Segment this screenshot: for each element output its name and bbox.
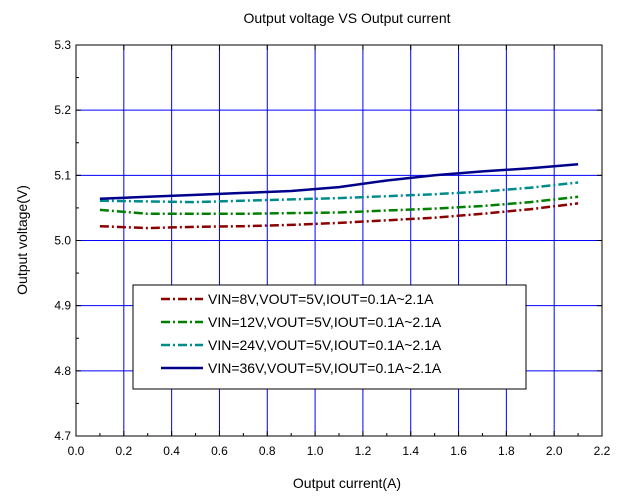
series-line-2 — [99, 195, 579, 216]
legend-label-3: VIN=24V,VOUT=5V,IOUT=0.1A~2.1A — [208, 337, 442, 353]
series-line-4 — [99, 163, 579, 201]
y-tick-label: 5.0 — [54, 234, 71, 248]
y-tick-label: 4.8 — [54, 364, 71, 378]
x-tick-label: 0.4 — [163, 444, 180, 458]
legend: VIN=8V,VOUT=5V,IOUT=0.1A~2.1A VIN=12V,VOU… — [132, 284, 527, 390]
x-tick-label: 1.6 — [450, 444, 467, 458]
x-tick-label: 0.2 — [115, 444, 132, 458]
legend-label-1: VIN=8V,VOUT=5V,IOUT=0.1A~2.1A — [208, 291, 434, 307]
x-tick-label: 0.8 — [259, 444, 276, 458]
y-axis-label: Output voltage(V) — [14, 185, 30, 295]
series-line-3 — [99, 181, 579, 204]
x-axis-label: Output current(A) — [293, 475, 401, 491]
legend-label-4: VIN=36V,VOUT=5V,IOUT=0.1A~2.1A — [208, 360, 442, 376]
x-tick-label: 0.0 — [68, 444, 85, 458]
series-group — [99, 163, 579, 230]
x-tick-label: 1.4 — [402, 444, 419, 458]
y-tick-label: 5.2 — [54, 103, 71, 117]
x-tick-label: 2.2 — [594, 444, 611, 458]
legend-box — [132, 284, 527, 390]
x-tick-label: 1.0 — [307, 444, 324, 458]
x-tick-label: 0.6 — [211, 444, 228, 458]
y-tick-label: 4.7 — [54, 429, 71, 443]
x-tick-label: 1.8 — [498, 444, 515, 458]
series-line-1 — [99, 202, 579, 230]
legend-label-2: VIN=12V,VOUT=5V,IOUT=0.1A~2.1A — [208, 314, 442, 330]
y-tick-label: 5.1 — [54, 168, 71, 182]
chart-title: Output voltage VS Output current — [243, 10, 450, 26]
y-tick-label: 5.3 — [54, 38, 71, 52]
y-tick-label: 4.9 — [54, 299, 71, 313]
ticks: 0.0 0.2 0.4 0.6 0.8 1.0 1.2 1.4 1.6 1.8 2.0 2.2 4.7 4… — [54, 38, 610, 458]
x-tick-label: 2.0 — [546, 444, 563, 458]
x-tick-label: 1.2 — [355, 444, 372, 458]
